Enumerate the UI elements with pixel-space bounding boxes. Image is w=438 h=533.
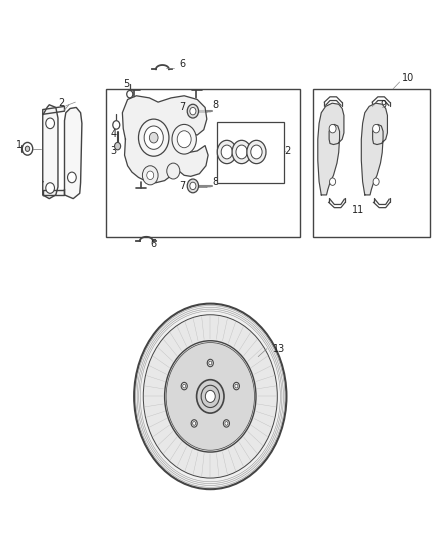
Circle shape xyxy=(207,359,213,367)
Text: 7: 7 xyxy=(179,102,185,112)
Circle shape xyxy=(166,343,254,450)
Text: 11: 11 xyxy=(352,205,364,215)
Circle shape xyxy=(149,132,158,143)
Circle shape xyxy=(134,304,286,489)
Text: 2: 2 xyxy=(58,98,64,108)
Polygon shape xyxy=(43,105,58,199)
Text: 1: 1 xyxy=(16,140,22,150)
Polygon shape xyxy=(361,103,388,195)
Circle shape xyxy=(233,382,240,390)
Circle shape xyxy=(329,178,336,185)
Circle shape xyxy=(46,118,54,128)
Circle shape xyxy=(235,384,238,388)
Circle shape xyxy=(142,166,158,185)
Circle shape xyxy=(172,124,196,154)
Text: 8: 8 xyxy=(212,100,219,110)
Polygon shape xyxy=(211,109,215,114)
Circle shape xyxy=(181,382,187,390)
Text: 10: 10 xyxy=(402,73,414,83)
Text: 6: 6 xyxy=(179,59,185,69)
Bar xyxy=(313,89,430,237)
Circle shape xyxy=(113,120,120,129)
Circle shape xyxy=(209,361,212,365)
Circle shape xyxy=(223,419,230,427)
Circle shape xyxy=(67,172,76,183)
Polygon shape xyxy=(43,107,64,114)
Polygon shape xyxy=(43,190,64,195)
Circle shape xyxy=(144,126,163,149)
Circle shape xyxy=(115,142,120,150)
Circle shape xyxy=(221,145,233,159)
Circle shape xyxy=(165,341,256,452)
Circle shape xyxy=(147,171,154,180)
Polygon shape xyxy=(64,108,82,199)
Circle shape xyxy=(138,119,169,156)
Circle shape xyxy=(183,384,186,388)
Text: 12: 12 xyxy=(280,146,293,156)
Circle shape xyxy=(247,140,266,164)
Bar xyxy=(106,89,300,237)
Circle shape xyxy=(193,422,196,425)
Circle shape xyxy=(225,422,228,425)
Bar xyxy=(217,122,284,183)
Text: +: + xyxy=(114,123,119,127)
Text: 13: 13 xyxy=(272,344,285,354)
Circle shape xyxy=(236,145,247,159)
Text: 5: 5 xyxy=(124,78,130,88)
Polygon shape xyxy=(318,103,344,195)
Text: 7: 7 xyxy=(179,181,185,191)
Circle shape xyxy=(217,140,237,164)
Text: 9: 9 xyxy=(381,100,387,110)
Circle shape xyxy=(187,104,198,118)
Circle shape xyxy=(167,163,180,179)
Circle shape xyxy=(197,379,224,413)
Text: 8: 8 xyxy=(212,176,219,187)
Text: 6: 6 xyxy=(151,239,157,249)
Circle shape xyxy=(143,315,277,478)
Circle shape xyxy=(190,108,196,115)
Circle shape xyxy=(177,131,191,148)
Circle shape xyxy=(25,146,30,151)
Text: 3: 3 xyxy=(111,146,117,156)
Circle shape xyxy=(190,182,196,190)
Circle shape xyxy=(46,183,54,193)
Circle shape xyxy=(22,142,33,155)
Circle shape xyxy=(201,385,219,408)
Polygon shape xyxy=(122,96,208,183)
Circle shape xyxy=(251,145,262,159)
Circle shape xyxy=(205,390,215,402)
Circle shape xyxy=(191,419,197,427)
Circle shape xyxy=(373,178,379,185)
Circle shape xyxy=(373,124,380,133)
Text: 4: 4 xyxy=(111,129,117,139)
Circle shape xyxy=(329,124,336,133)
Circle shape xyxy=(187,179,198,193)
Polygon shape xyxy=(211,184,215,188)
Circle shape xyxy=(232,140,251,164)
Circle shape xyxy=(127,91,133,98)
